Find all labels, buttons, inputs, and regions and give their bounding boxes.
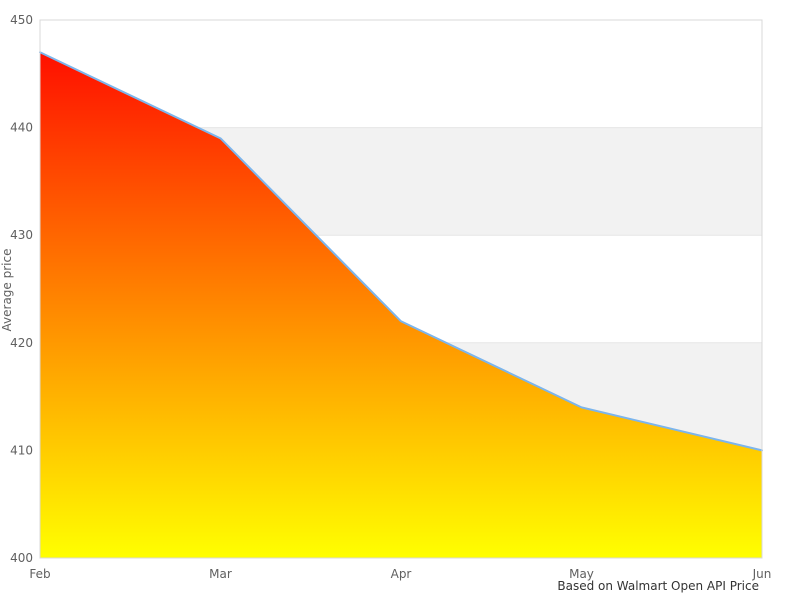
price-area-series[interactable] [40,52,762,558]
x-tick-label: Feb [29,567,50,581]
y-tick-label: 440 [10,121,33,135]
y-tick-label: 410 [10,443,33,457]
y-axis-labels: 400 410 420 430 440 450 [10,13,33,565]
x-tick-label: Apr [391,567,412,581]
price-line[interactable] [39,51,763,452]
x-axis-labels: Feb Mar Apr May Jun [29,567,771,581]
x-tick-label: Mar [209,567,232,581]
x-tick-label: Jun [752,567,772,581]
y-tick-label: 430 [10,228,33,242]
y-tick-label: 400 [10,551,33,565]
y-tick-label: 420 [10,336,33,350]
y-axis-title: Average price [0,249,14,332]
plot-border [39,19,763,559]
x-tick-label: May [569,567,594,581]
y-tick-label: 450 [10,13,33,27]
chart-caption: Based on Walmart Open API Price [557,579,759,593]
